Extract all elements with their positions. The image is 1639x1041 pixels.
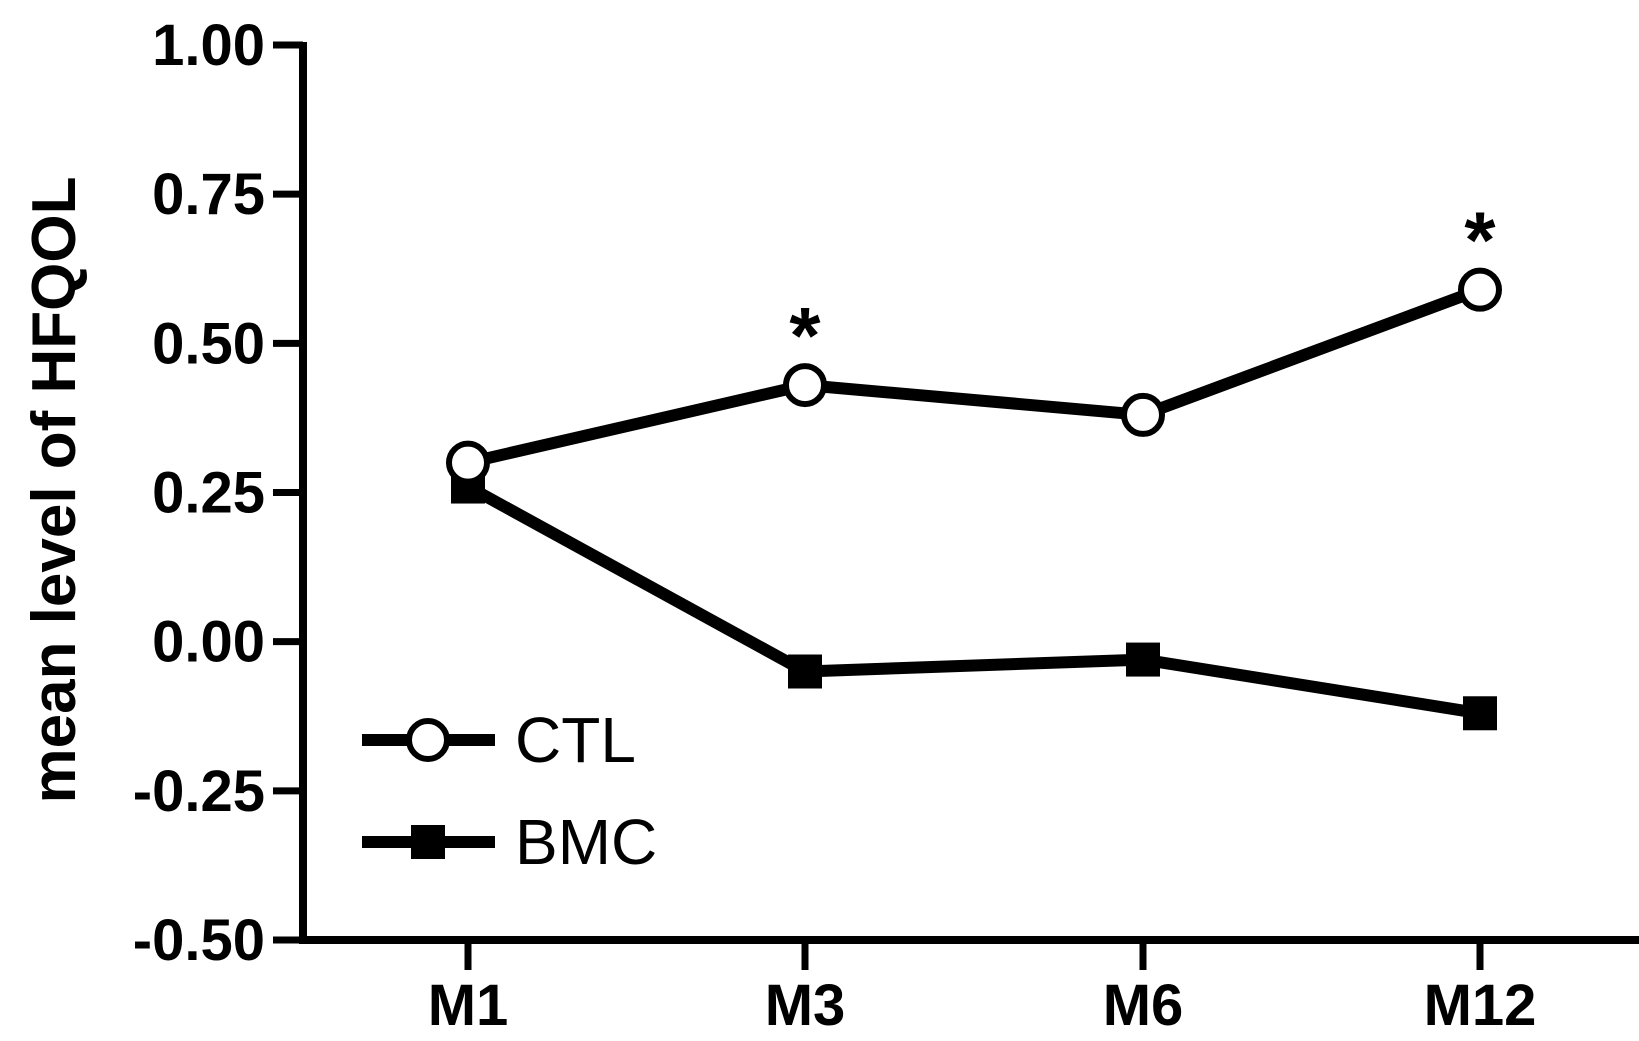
y-tick-label: 0.50 (152, 311, 265, 376)
data-point-ctl (1121, 392, 1165, 437)
data-point-ctl (783, 363, 827, 408)
data-point-ctl (446, 440, 490, 485)
x-tick-label: M12 (1424, 973, 1537, 1038)
legend-label-bmc: BMC (515, 806, 657, 878)
y-tick-label: 0.25 (152, 461, 265, 526)
x-tick-label: M1 (428, 973, 509, 1038)
series-line-bmc (465, 481, 1481, 720)
y-tick-label: -0.25 (133, 759, 265, 824)
y-tick-label: 0.00 (152, 610, 265, 675)
data-point-bmc (1126, 642, 1160, 677)
data-point-bmc (788, 654, 822, 689)
y-tick-label: -0.50 (133, 908, 265, 973)
data-point-ctl (1458, 267, 1502, 312)
significance-marker: * (1464, 196, 1496, 285)
x-tick-label: M3 (765, 973, 846, 1038)
x-tick-label: M6 (1103, 973, 1184, 1038)
significance-marker: * (789, 291, 821, 380)
y-axis-title: mean level of HFQOL (20, 176, 89, 803)
series-line-ctl (466, 284, 1483, 469)
legend-marker-ctl (406, 718, 450, 762)
y-tick-label: 1.00 (152, 13, 265, 78)
legend-label-ctl: CTL (515, 704, 636, 776)
legend-marker-bmc (411, 825, 445, 859)
y-tick-label: 0.75 (152, 162, 265, 227)
data-point-bmc (1463, 696, 1497, 731)
